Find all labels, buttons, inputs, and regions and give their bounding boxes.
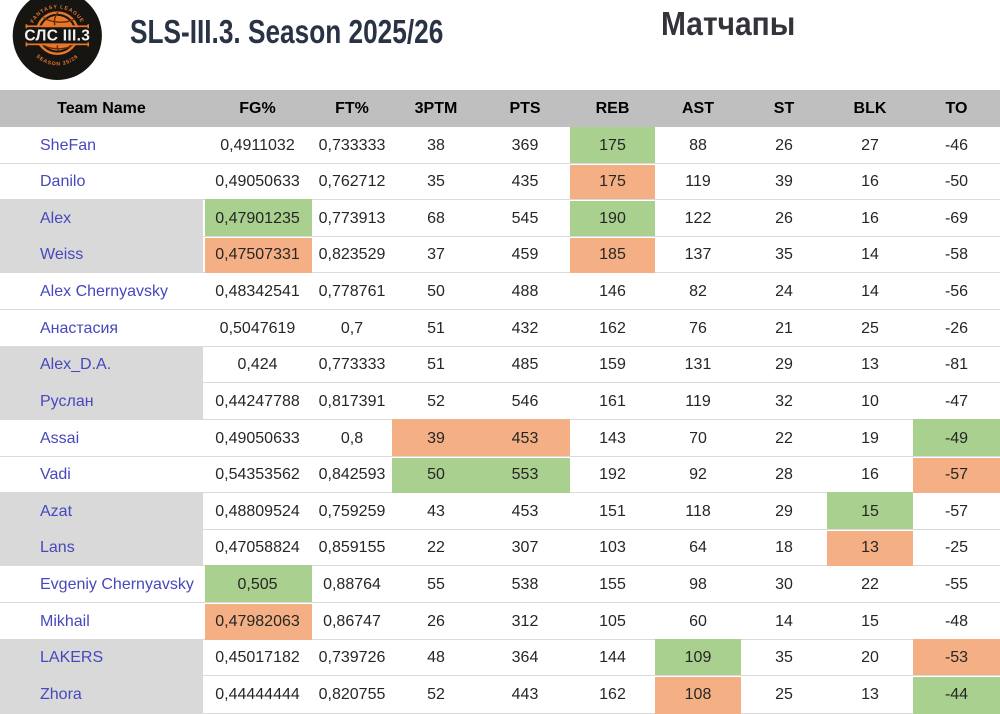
svg-text:СЛС III.3: СЛС III.3 [24, 28, 90, 45]
